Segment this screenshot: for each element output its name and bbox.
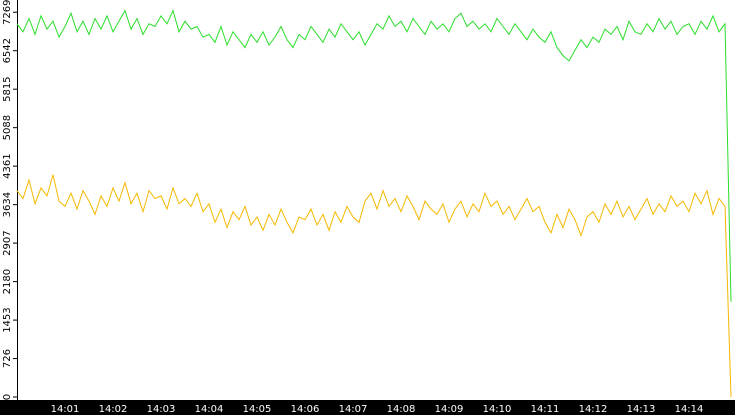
y-tick-label: 7269	[2, 0, 13, 25]
y-tick-label: 5815	[2, 76, 13, 101]
x-tick-label: 14:02	[99, 404, 128, 415]
y-tick-label: 5088	[2, 115, 13, 140]
x-tick-label: 14:06	[291, 404, 320, 415]
y-tick-label: 0	[2, 394, 13, 400]
x-tick-label: 14:05	[243, 404, 272, 415]
y-tick-label: 4361	[2, 153, 13, 178]
x-tick-label: 14:12	[579, 404, 608, 415]
y-tick-label: 1453	[2, 307, 13, 332]
series-line	[16, 174, 732, 398]
x-tick-label: 14:13	[627, 404, 656, 415]
x-tick-label: 14:11	[531, 404, 560, 415]
y-tick-label: 726	[2, 349, 13, 368]
x-tick-label: 14:07	[339, 404, 368, 415]
x-tick-label: 14:14	[675, 404, 704, 415]
x-tick-label: 14:10	[483, 404, 512, 415]
y-tick-label: 3634	[2, 192, 13, 217]
y-tick-label: 2907	[2, 230, 13, 255]
y-tick-label: 6542	[2, 38, 13, 63]
y-tick-label: 2180	[2, 269, 13, 294]
series-line	[16, 9, 732, 302]
x-axis-strip	[0, 400, 735, 415]
x-tick-label: 14:04	[195, 404, 224, 415]
x-tick-label: 14:09	[435, 404, 464, 415]
x-tick-label: 14:01	[51, 404, 80, 415]
x-tick-label: 14:08	[387, 404, 416, 415]
x-tick-label: 14:03	[147, 404, 176, 415]
